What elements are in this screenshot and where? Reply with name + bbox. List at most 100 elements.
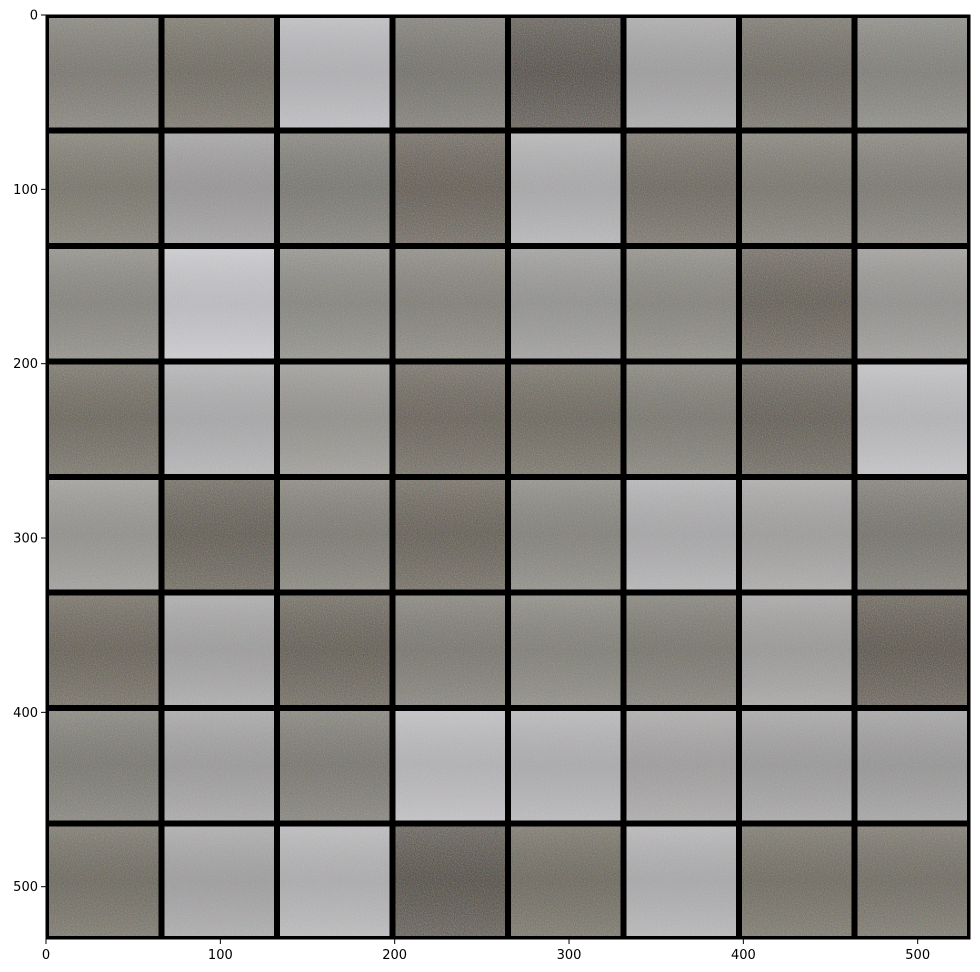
tile-shade	[511, 249, 621, 359]
tile-shade	[165, 134, 275, 244]
tile-shade	[858, 480, 968, 590]
tile-r6-c7	[858, 711, 968, 821]
tile-shade	[627, 596, 737, 706]
tile-shade	[49, 249, 159, 359]
tile-shade	[742, 249, 852, 359]
tile-r7-c6	[742, 827, 852, 937]
tile-shade	[165, 480, 275, 590]
tile-r3-c5	[627, 365, 737, 475]
tile-shade	[742, 827, 852, 937]
image-area	[46, 15, 970, 939]
tile-shade	[627, 134, 737, 244]
tile-shade	[742, 480, 852, 590]
tile-shade	[396, 134, 506, 244]
tile-r6-c0	[49, 711, 159, 821]
tile-shade	[511, 18, 621, 128]
tile-shade	[511, 827, 621, 937]
tile-shade	[511, 596, 621, 706]
tile-r0-c2	[280, 18, 390, 128]
tile-shade	[49, 827, 159, 937]
tile-r2-c6	[742, 249, 852, 359]
tile-r1-c0	[49, 134, 159, 244]
tile-r3-c6	[742, 365, 852, 475]
tile-r3-c4	[511, 365, 621, 475]
tile-shade	[396, 596, 506, 706]
tile-r4-c3	[396, 480, 506, 590]
tile-shade	[396, 18, 506, 128]
tile-shade	[49, 596, 159, 706]
tile-r4-c0	[49, 480, 159, 590]
tile-r7-c5	[627, 827, 737, 937]
y-tick-label: 0	[30, 9, 38, 24]
x-tick-label: 500	[905, 948, 930, 963]
tile-r7-c0	[49, 827, 159, 937]
tile-shade	[858, 18, 968, 128]
tile-shade	[627, 711, 737, 821]
tile-shade	[511, 480, 621, 590]
tile-shade	[280, 596, 390, 706]
tile-r2-c7	[858, 249, 968, 359]
tile-shade	[511, 365, 621, 475]
tile-r4-c6	[742, 480, 852, 590]
tile-shade	[165, 827, 275, 937]
tile-r6-c6	[742, 711, 852, 821]
tile-r7-c1	[165, 827, 275, 937]
tile-shade	[49, 134, 159, 244]
tile-r6-c1	[165, 711, 275, 821]
tile-shade	[280, 827, 390, 937]
tile-r3-c3	[396, 365, 506, 475]
y-tick-label: 300	[13, 532, 38, 547]
tile-r4-c1	[165, 480, 275, 590]
x-tick-label: 400	[731, 948, 756, 963]
tile-shade	[627, 249, 737, 359]
tile-r5-c1	[165, 596, 275, 706]
tile-r3-c2	[280, 365, 390, 475]
tile-shade	[49, 365, 159, 475]
tile-r2-c3	[396, 249, 506, 359]
tile-r1-c3	[396, 134, 506, 244]
tile-shade	[280, 249, 390, 359]
tile-shade	[165, 711, 275, 821]
tile-shade	[627, 480, 737, 590]
tile-shade	[49, 711, 159, 821]
tile-r6-c5	[627, 711, 737, 821]
tile-shade	[742, 18, 852, 128]
tile-shade	[858, 134, 968, 244]
tile-shade	[627, 827, 737, 937]
tile-r1-c5	[627, 134, 737, 244]
tile-shade	[280, 18, 390, 128]
tile-shade	[858, 596, 968, 706]
tile-shade	[280, 480, 390, 590]
tile-r1-c2	[280, 134, 390, 244]
tile-shade	[280, 134, 390, 244]
tile-r5-c0	[49, 596, 159, 706]
tile-shade	[858, 365, 968, 475]
tile-shade	[165, 596, 275, 706]
tile-r2-c0	[49, 249, 159, 359]
tile-r5-c2	[280, 596, 390, 706]
tile-r2-c5	[627, 249, 737, 359]
tile-r1-c1	[165, 134, 275, 244]
y-tick-label: 400	[13, 706, 38, 721]
tile-shade	[280, 365, 390, 475]
tile-r4-c4	[511, 480, 621, 590]
tile-r3-c1	[165, 365, 275, 475]
tile-r7-c7	[858, 827, 968, 937]
tile-shade	[280, 711, 390, 821]
tile-shade	[49, 480, 159, 590]
tile-shade	[511, 711, 621, 821]
tile-r4-c2	[280, 480, 390, 590]
tile-shade	[165, 18, 275, 128]
tile-shade	[396, 480, 506, 590]
tile-r6-c4	[511, 711, 621, 821]
tile-r0-c5	[627, 18, 737, 128]
tile-r0-c6	[742, 18, 852, 128]
tile-r0-c3	[396, 18, 506, 128]
tile-shade	[396, 249, 506, 359]
tile-shade	[742, 711, 852, 821]
tile-shade	[858, 827, 968, 937]
tile-r7-c2	[280, 827, 390, 937]
y-tick-label: 200	[13, 357, 38, 372]
tile-r5-c3	[396, 596, 506, 706]
